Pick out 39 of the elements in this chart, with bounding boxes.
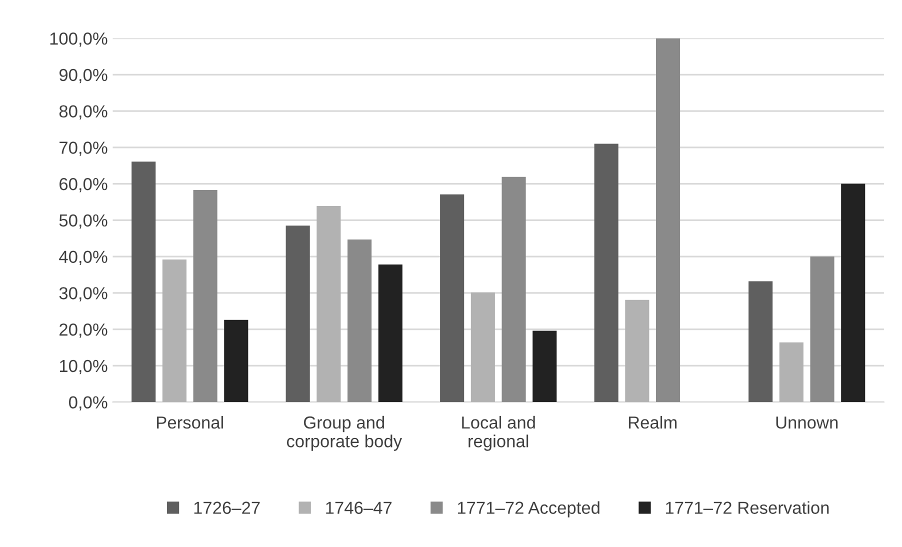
legend-label: 1746–47 bbox=[326, 502, 392, 514]
x-tick-label: Realm bbox=[628, 416, 677, 429]
bar bbox=[316, 206, 341, 402]
x-tick-label: Unnown bbox=[776, 416, 838, 429]
y-tick-label: 80,0% bbox=[59, 105, 108, 120]
bar bbox=[132, 162, 156, 402]
y-tick-label: 90,0% bbox=[59, 68, 108, 84]
x-tick-label: Local and regional bbox=[462, 416, 535, 451]
bar bbox=[748, 281, 773, 402]
bar bbox=[378, 264, 402, 402]
bar bbox=[286, 226, 310, 402]
bar bbox=[348, 239, 372, 402]
y-tick-label: 40,0% bbox=[59, 250, 108, 266]
bar bbox=[810, 256, 834, 402]
legend-label: 1726–27 bbox=[194, 502, 260, 514]
y-tick-label: 0,0% bbox=[68, 396, 108, 411]
bar bbox=[656, 38, 680, 402]
bar bbox=[193, 190, 218, 402]
x-tick-label: Group and corporate body bbox=[286, 416, 402, 451]
bar bbox=[470, 292, 495, 402]
bar bbox=[779, 342, 804, 402]
y-tick-label: 60,0% bbox=[60, 178, 108, 192]
bar bbox=[224, 320, 248, 402]
y-tick-label: 50,0% bbox=[59, 214, 108, 229]
bar bbox=[162, 259, 186, 402]
y-tick-label: 10,0% bbox=[60, 360, 108, 374]
y-tick-label: 100,0% bbox=[50, 32, 108, 47]
bar bbox=[440, 194, 464, 402]
y-tick-label: 30,0% bbox=[59, 287, 108, 302]
bar bbox=[502, 176, 526, 402]
bar bbox=[841, 184, 866, 402]
legend-label: 1771–72 Accepted bbox=[458, 501, 600, 518]
x-tick-label: Personal bbox=[157, 416, 223, 429]
bar bbox=[532, 330, 557, 402]
y-tick-label: 20,0% bbox=[60, 323, 108, 338]
legend-label: 1771–72 Reservation bbox=[666, 501, 829, 514]
y-tick-label: 70,0% bbox=[60, 142, 108, 156]
bar bbox=[625, 300, 650, 402]
bar bbox=[594, 144, 618, 402]
